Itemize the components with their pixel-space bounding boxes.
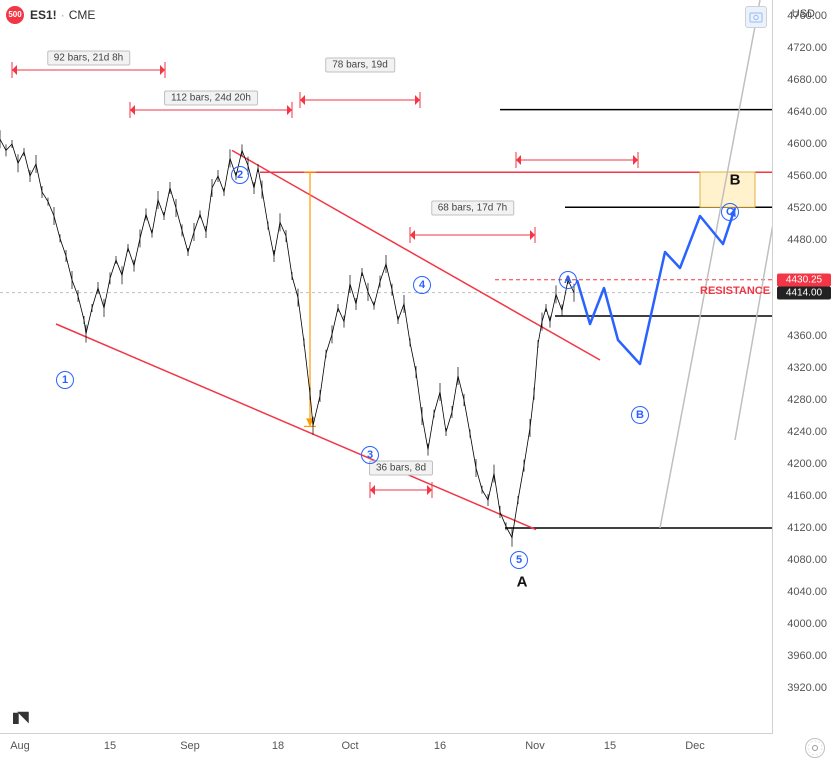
time-label: Nov [525, 740, 545, 752]
range-label: 68 bars, 17d 7h [431, 201, 515, 216]
currency-label[interactable]: USD [792, 8, 815, 20]
exchange-name: CME [69, 8, 96, 22]
price-label: 4200.00 [787, 458, 827, 470]
settings-icon[interactable] [805, 738, 825, 758]
time-axis[interactable]: Aug 15 Sep 18 Oct 16 Nov 15 Dec [0, 733, 773, 764]
camera-icon[interactable] [745, 6, 767, 28]
range-label: 112 bars, 24d 20h [164, 91, 258, 106]
wave-label-3: 3 [361, 446, 379, 464]
price-axis[interactable]: 4760.004720.004680.004640.004600.004560.… [772, 0, 831, 734]
price-label: 4720.00 [787, 42, 827, 54]
wave-label-4: 4 [413, 276, 431, 294]
wave-label-A: A [559, 271, 577, 289]
symbol-icon: 500 [6, 6, 24, 24]
time-label: 15 [604, 740, 616, 752]
time-label: Dec [685, 740, 705, 752]
price-label: 4680.00 [787, 74, 827, 86]
price-label: 4480.00 [787, 234, 827, 246]
text-label: A [517, 574, 528, 591]
price-label: 4280.00 [787, 394, 827, 406]
price-label: 4520.00 [787, 202, 827, 214]
wave-label-1: 1 [56, 371, 74, 389]
wave-label-2: 2 [231, 166, 249, 184]
symbol-name: ES1! [30, 8, 57, 22]
price-tag: 4430.25 [777, 273, 831, 286]
wave-label-B: B [631, 406, 649, 424]
chart-plot-area[interactable]: 92 bars, 21d 8h 112 bars, 24d 20h 78 bars,… [0, 0, 773, 734]
price-label: 4320.00 [787, 362, 827, 374]
price-label: 4600.00 [787, 138, 827, 150]
price-label: 3920.00 [787, 682, 827, 694]
text-label: B [730, 172, 741, 189]
time-label: 18 [272, 740, 284, 752]
price-label: 4640.00 [787, 106, 827, 118]
time-label: 16 [434, 740, 446, 752]
symbol-header[interactable]: 500 ES1! · CME [6, 6, 95, 24]
range-label: 78 bars, 19d [325, 58, 395, 73]
price-label: 4040.00 [787, 586, 827, 598]
price-label: 4160.00 [787, 490, 827, 502]
wave-label-C: C [721, 203, 739, 221]
range-label: 92 bars, 21d 8h [47, 51, 131, 66]
price-label: 4360.00 [787, 330, 827, 342]
time-label: Aug [10, 740, 30, 752]
time-label: 15 [104, 740, 116, 752]
time-label: Oct [341, 740, 358, 752]
price-label: 4120.00 [787, 522, 827, 534]
time-label: Sep [180, 740, 200, 752]
range-label: 36 bars, 8d [369, 461, 433, 476]
price-label: 4000.00 [787, 618, 827, 630]
price-label: 4080.00 [787, 554, 827, 566]
wave-label-5: 5 [510, 551, 528, 569]
price-tag: 4414.00 [777, 286, 831, 299]
resistance-label: RESISTANCE [700, 285, 770, 297]
price-label: 3960.00 [787, 650, 827, 662]
price-label: 4240.00 [787, 426, 827, 438]
tradingview-logo: ▮◥ [12, 709, 27, 726]
price-label: 4560.00 [787, 170, 827, 182]
